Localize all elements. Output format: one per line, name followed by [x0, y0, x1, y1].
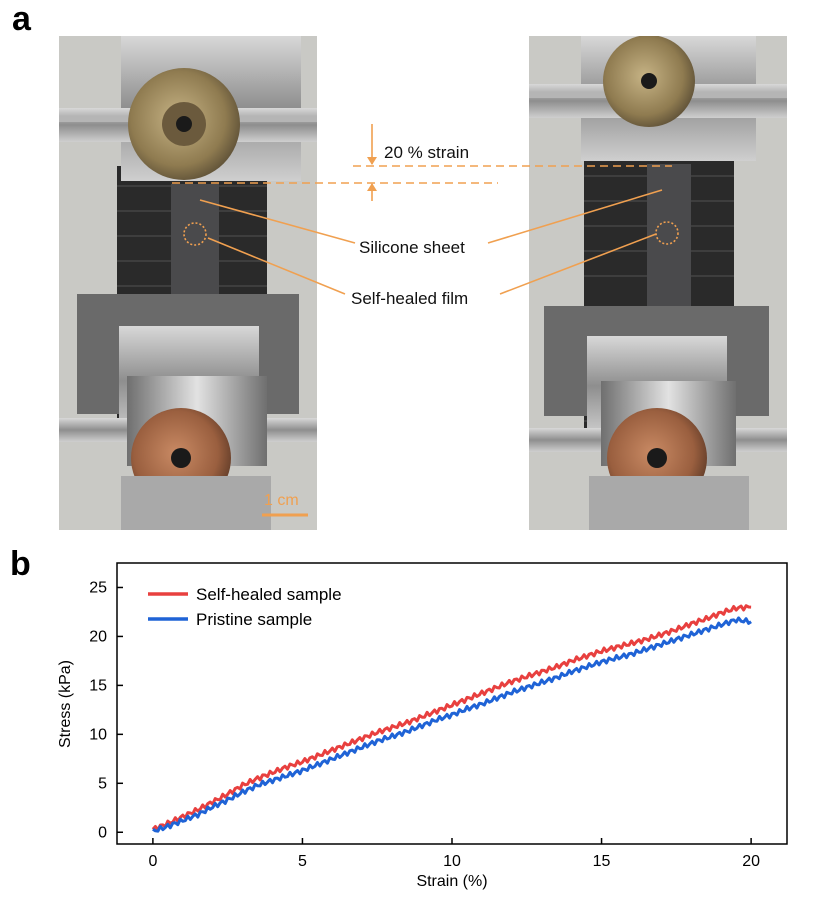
legend-label: Self-healed sample [196, 585, 342, 604]
photo-after-stretch [529, 36, 787, 530]
silicone-sheet-label: Silicone sheet [359, 238, 465, 257]
x-tick-label: 10 [443, 853, 461, 870]
y-axis-label: Stress (kPa) [57, 660, 74, 748]
legend-label: Pristine sample [196, 610, 312, 629]
y-tick-label: 5 [98, 775, 107, 792]
x-axis-label: Strain (%) [416, 873, 487, 890]
x-tick-label: 0 [148, 853, 157, 870]
panel-label-b: b [10, 545, 31, 583]
x-tick-label: 5 [298, 853, 307, 870]
x-tick-label: 15 [593, 853, 611, 870]
strain-arrow-up [367, 183, 377, 191]
y-tick-label: 15 [89, 677, 107, 694]
self-healed-film-label: Self-healed film [351, 289, 468, 308]
series-line-pristine [152, 616, 752, 833]
y-tick-label: 20 [89, 628, 107, 645]
strain-label: 20 % strain [384, 143, 469, 162]
y-tick-label: 0 [98, 824, 107, 841]
strain-arrow-down [367, 157, 377, 165]
stress-strain-chart: 0 5 10 15 20 0 5 10 15 20 25 Self-healed sample Pri… [57, 562, 788, 890]
photo-before-stretch [59, 36, 317, 530]
series-line-self-healed [151, 604, 752, 832]
x-tick-label: 20 [742, 853, 760, 870]
y-tick-label: 10 [89, 726, 107, 743]
panel-label-a: a [12, 0, 31, 38]
y-tick-label: 25 [89, 579, 107, 596]
